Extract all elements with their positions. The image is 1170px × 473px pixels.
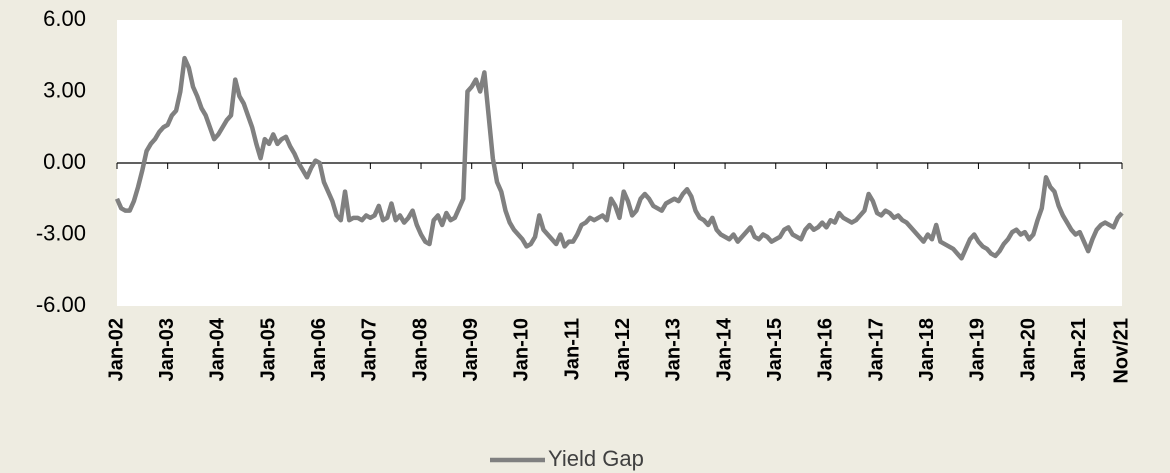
x-tick-label: Jan-02 <box>105 318 127 381</box>
line-series <box>114 55 1124 261</box>
x-tick-label: Jan-04 <box>207 317 229 381</box>
y-tick-label: -3.00 <box>36 220 86 245</box>
x-tick-label: Jan-20 <box>1017 318 1039 381</box>
y-tick-label: 0.00 <box>43 149 86 174</box>
x-tick-label: Jan-15 <box>764 318 786 381</box>
x-tick-label: Jan-17 <box>865 318 887 381</box>
x-tick-label: Jan-14 <box>713 317 735 381</box>
x-tick-label: Jan-21 <box>1068 318 1090 381</box>
x-tick-label: Jan-06 <box>308 318 330 381</box>
y-tick-label: 3.00 <box>43 77 86 102</box>
x-tick-label: Jan-11 <box>561 318 583 380</box>
x-tick-label: Jan-18 <box>916 318 938 381</box>
x-tick-label: Jan-10 <box>511 318 533 381</box>
x-tick-label: Jan-16 <box>815 318 837 381</box>
y-tick-label: -6.00 <box>36 292 86 317</box>
x-tick-label: Jan-13 <box>663 318 685 381</box>
x-tick-label: Nov/21 <box>1110 318 1132 384</box>
legend-label: Yield Gap <box>548 446 644 471</box>
x-tick-label: Jan-03 <box>156 318 178 381</box>
x-tick-label: Jan-09 <box>460 318 482 381</box>
x-tick-label: Jan-05 <box>257 318 279 381</box>
y-tick-label: 6.00 <box>43 6 86 31</box>
x-tick-label: Jan-12 <box>612 318 634 381</box>
x-tick-label: Jan-08 <box>409 318 431 381</box>
x-tick-label: Jan-07 <box>359 318 381 381</box>
x-tick-label: Jan-19 <box>967 318 989 381</box>
